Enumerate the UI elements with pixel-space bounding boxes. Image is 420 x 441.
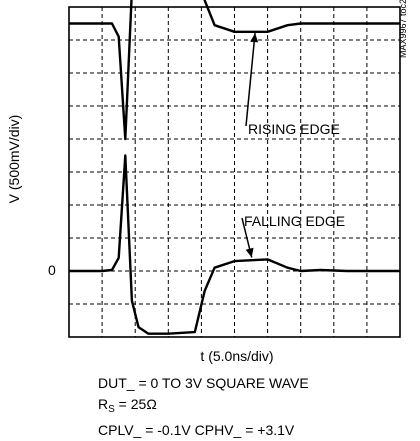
trace-falling-edge xyxy=(69,154,400,335)
rs-symbol: R xyxy=(98,396,109,412)
annotation-label: FALLING EDGE xyxy=(244,213,345,229)
annotation-arrowhead xyxy=(245,247,254,258)
test-conditions: DUT_ = 0 TO 3V SQUARE WAVE RS = 25Ω CPLV… xyxy=(98,373,309,441)
trace-rising-edge xyxy=(69,0,400,141)
annotation-arrowhead xyxy=(250,33,259,43)
rs-subscript: S xyxy=(108,404,115,415)
grid-lines xyxy=(69,7,400,337)
figure-id-watermark: MAX9967 toc20 xyxy=(398,0,408,58)
trace-group xyxy=(69,0,400,335)
condition-dut: DUT_ = 0 TO 3V SQUARE WAVE xyxy=(98,375,309,391)
rs-value: = 25Ω xyxy=(114,396,157,412)
annotation-arrows: RISING EDGE FALLING EDGE xyxy=(241,33,345,258)
zero-level-label: 0 xyxy=(48,262,56,278)
condition-cplv-cphv: CPLV_ = -0.1V CPHV_ = +3.1V xyxy=(98,422,295,438)
condition-rs: RS = 25Ω xyxy=(98,394,309,420)
x-axis-label: t (5.0ns/div) xyxy=(200,348,274,364)
y-axis-label: V (500mV/div) xyxy=(6,114,22,204)
annotation-label: RISING EDGE xyxy=(248,121,340,137)
annotation-arrow-line xyxy=(245,33,256,127)
